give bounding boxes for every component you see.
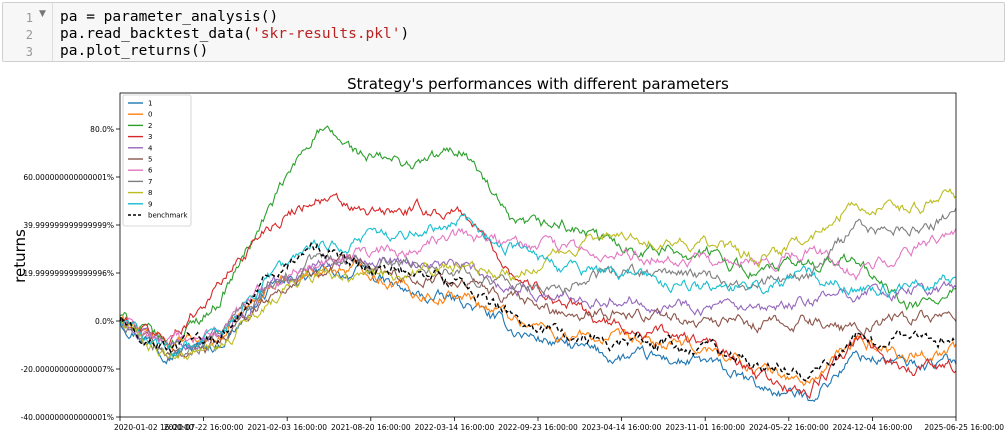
legend-label: 5: [148, 156, 152, 164]
code-line[interactable]: pa.plot_returns(): [60, 43, 208, 60]
code-line[interactable]: pa = parameter_analysis(): [60, 9, 278, 26]
x-tick-label: 2020-07-22 16:00:00: [164, 423, 244, 432]
x-tick-label: 2023-11-01 16:00:00: [665, 423, 745, 432]
y-tick-label: 19.999999999999996%: [23, 269, 114, 278]
y-tick-label: -40.000000000000001%: [21, 413, 114, 422]
series-line-benchmark: [119, 241, 957, 382]
series-line-3: [119, 192, 957, 400]
line-number: 2: [25, 28, 33, 42]
returns-chart: Strategy's performances with different p…: [11, 75, 1004, 432]
code-text: pa = parameter_analysis(): [60, 9, 279, 25]
legend-label: 3: [148, 133, 152, 141]
x-tick-label: 2021-02-03 16:00:00: [247, 423, 327, 432]
legend: 1 0 2 3 4 5 6 7 8 9 benchmark: [122, 94, 192, 227]
x-tick-label: 2020-01-02 16:00:00: [114, 423, 194, 432]
line-number-gutter: 1 2 3 ▼: [3, 3, 53, 61]
series-line-9: [119, 213, 957, 357]
y-axis-label: returns: [11, 229, 29, 283]
fold-arrow-icon[interactable]: ▼: [39, 9, 46, 19]
x-tick-label: 2021-08-20 16:00:00: [331, 423, 411, 432]
code-string: 'skr-results.pkl': [252, 26, 401, 42]
legend-label: 8: [148, 189, 152, 197]
x-tick-label: 2025-06-25 16:00:00: [924, 423, 1004, 432]
series-line-0: [119, 259, 957, 387]
code-text: ): [400, 26, 410, 42]
code-text: pa.plot_returns(): [60, 43, 209, 59]
legend-label: 6: [148, 167, 153, 175]
y-tick-label: 0.0%: [95, 317, 114, 326]
legend-label: 2: [148, 122, 152, 130]
legend-label: 9: [148, 200, 152, 208]
x-tick-label: 2022-09-23 16:00:00: [498, 423, 578, 432]
code-line[interactable]: pa.read_backtest_data('skr-results.pkl'): [60, 26, 409, 43]
x-tick-label: 2022-03-14 16:00:00: [415, 423, 495, 432]
series-line-5: [119, 254, 957, 359]
legend-label: 1: [148, 100, 152, 108]
line-number: 3: [25, 45, 33, 59]
series-line-2: [119, 125, 957, 351]
legend-label: 4: [148, 144, 153, 152]
chart-title: Strategy's performances with different p…: [347, 75, 729, 93]
x-tick-label: 2024-12-04 16:00:00: [833, 423, 913, 432]
x-tick-label: 2024-05-22 16:00:00: [749, 423, 829, 432]
series-layer: [119, 125, 957, 403]
series-line-8: [119, 187, 957, 361]
code-cell[interactable]: 1 2 3 ▼ pa = parameter_analysis() pa.rea…: [2, 2, 1005, 62]
series-line-6: [119, 227, 957, 348]
code-text: pa.read_backtest_data(: [60, 26, 253, 42]
x-tick-label: 2023-04-14 16:00:00: [582, 423, 662, 432]
series-line-4: [119, 254, 957, 351]
legend-label: 7: [148, 178, 152, 186]
y-tick-label: 80.0%: [90, 125, 114, 134]
y-tick-label: -20.000000000000007%: [21, 365, 114, 374]
series-line-7: [119, 207, 957, 361]
legend-label: 0: [148, 111, 152, 119]
y-tick-label: 39.999999999999999%: [23, 221, 114, 230]
plot-frame: [119, 92, 957, 418]
line-number: 1: [25, 11, 33, 25]
y-tick-label: 60.000000000000001%: [23, 173, 114, 182]
series-line-1: [119, 261, 957, 403]
y-ticks: -40.000000000000001% -20.000000000000007%…: [21, 125, 120, 422]
legend-label: benchmark: [148, 212, 188, 220]
